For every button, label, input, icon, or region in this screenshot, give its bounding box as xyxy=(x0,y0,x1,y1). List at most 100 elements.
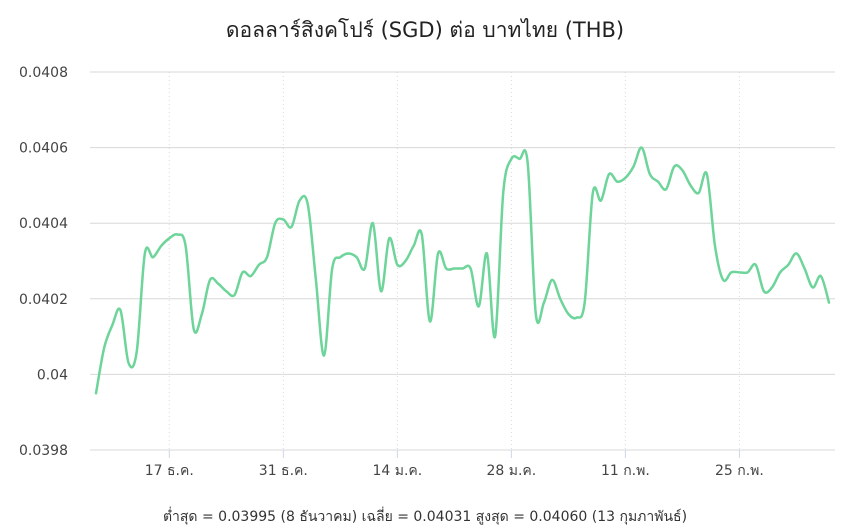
data-point[interactable] xyxy=(468,266,474,272)
data-point[interactable] xyxy=(622,175,628,181)
data-point[interactable] xyxy=(631,164,637,170)
data-point[interactable] xyxy=(508,156,514,162)
data-point[interactable] xyxy=(297,198,303,204)
data-point[interactable] xyxy=(590,190,596,196)
data-point[interactable] xyxy=(337,254,343,260)
data-point[interactable] xyxy=(427,318,433,324)
data-point[interactable] xyxy=(549,277,555,283)
data-point[interactable] xyxy=(484,250,490,256)
data-point[interactable] xyxy=(117,307,123,313)
data-point[interactable] xyxy=(606,171,612,177)
data-point[interactable] xyxy=(688,182,694,188)
data-point[interactable] xyxy=(354,254,360,260)
data-point[interactable] xyxy=(215,281,221,287)
data-point[interactable] xyxy=(345,250,351,256)
data-point[interactable] xyxy=(288,224,294,230)
y-tick-label: 0.0402 xyxy=(19,292,68,308)
data-point[interactable] xyxy=(777,269,783,275)
data-point[interactable] xyxy=(305,201,311,207)
data-point[interactable] xyxy=(525,160,531,166)
data-point[interactable] xyxy=(329,266,335,272)
data-point[interactable] xyxy=(134,349,140,355)
data-point[interactable] xyxy=(280,216,286,222)
data-point[interactable] xyxy=(476,303,482,309)
data-point[interactable] xyxy=(378,288,384,294)
stats-summary: ต่ำสุด = 0.03995 (8 ธันวาคม) เฉลี่ย = 0.… xyxy=(162,509,688,525)
y-gridlines xyxy=(90,71,835,451)
data-point[interactable] xyxy=(142,250,148,256)
data-point[interactable] xyxy=(443,266,449,272)
data-point[interactable] xyxy=(802,266,808,272)
data-point[interactable] xyxy=(158,243,164,249)
data-point[interactable] xyxy=(761,288,767,294)
data-point[interactable] xyxy=(183,243,189,249)
data-point[interactable] xyxy=(500,190,506,196)
data-point[interactable] xyxy=(207,277,213,283)
data-point[interactable] xyxy=(126,360,132,366)
data-point[interactable] xyxy=(736,269,742,275)
data-point[interactable] xyxy=(240,269,246,275)
x-tick-label: 28 ม.ค. xyxy=(486,463,536,479)
y-tick-label: 0.04 xyxy=(37,367,68,383)
data-point[interactable] xyxy=(541,300,547,306)
data-point[interactable] xyxy=(793,250,799,256)
data-point[interactable] xyxy=(810,284,816,290)
data-point[interactable] xyxy=(370,220,376,226)
x-tick-label: 25 ก.พ. xyxy=(715,463,764,479)
data-point[interactable] xyxy=(109,322,115,328)
data-point[interactable] xyxy=(582,300,588,306)
data-point[interactable] xyxy=(533,311,539,317)
data-point[interactable] xyxy=(679,167,685,173)
data-point[interactable] xyxy=(101,345,107,351)
data-point[interactable] xyxy=(435,250,441,256)
data-point[interactable] xyxy=(460,266,466,272)
data-point[interactable] xyxy=(492,334,498,340)
data-point[interactable] xyxy=(93,390,99,396)
data-point[interactable] xyxy=(248,273,254,279)
data-point[interactable] xyxy=(451,266,457,272)
data-point[interactable] xyxy=(720,277,726,283)
data-point[interactable] xyxy=(419,232,425,238)
data-point[interactable] xyxy=(517,156,523,162)
data-point[interactable] xyxy=(704,171,710,177)
data-point[interactable] xyxy=(614,179,620,185)
data-point[interactable] xyxy=(166,235,172,241)
data-point[interactable] xyxy=(256,262,262,268)
data-point[interactable] xyxy=(647,171,653,177)
data-point[interactable] xyxy=(191,326,197,332)
data-point[interactable] xyxy=(264,254,270,260)
data-point[interactable] xyxy=(313,277,319,283)
data-point[interactable] xyxy=(826,300,832,306)
data-point[interactable] xyxy=(402,258,408,264)
data-point[interactable] xyxy=(598,198,604,204)
data-point[interactable] xyxy=(199,311,205,317)
data-point[interactable] xyxy=(386,235,392,241)
data-point[interactable] xyxy=(663,186,669,192)
data-point[interactable] xyxy=(272,220,278,226)
data-point[interactable] xyxy=(411,243,417,249)
data-point[interactable] xyxy=(174,232,180,238)
data-point[interactable] xyxy=(655,179,661,185)
x-tick-label: 14 ม.ค. xyxy=(372,463,422,479)
data-point[interactable] xyxy=(565,311,571,317)
data-point[interactable] xyxy=(818,273,824,279)
data-point[interactable] xyxy=(639,145,645,151)
data-point[interactable] xyxy=(150,254,156,260)
y-tick-label: 0.0404 xyxy=(19,216,68,232)
data-point[interactable] xyxy=(712,243,718,249)
data-point[interactable] xyxy=(785,262,791,268)
data-point[interactable] xyxy=(362,266,368,272)
data-point[interactable] xyxy=(557,296,563,302)
data-point[interactable] xyxy=(769,284,775,290)
data-point[interactable] xyxy=(321,353,327,359)
x-tick-label: 31 ธ.ค. xyxy=(259,463,308,479)
data-point[interactable] xyxy=(745,269,751,275)
data-point[interactable] xyxy=(753,262,759,268)
data-point[interactable] xyxy=(728,269,734,275)
data-point[interactable] xyxy=(671,164,677,170)
data-point[interactable] xyxy=(574,315,580,321)
data-point[interactable] xyxy=(394,262,400,268)
data-point[interactable] xyxy=(231,292,237,298)
data-point[interactable] xyxy=(696,190,702,196)
data-point[interactable] xyxy=(223,288,229,294)
